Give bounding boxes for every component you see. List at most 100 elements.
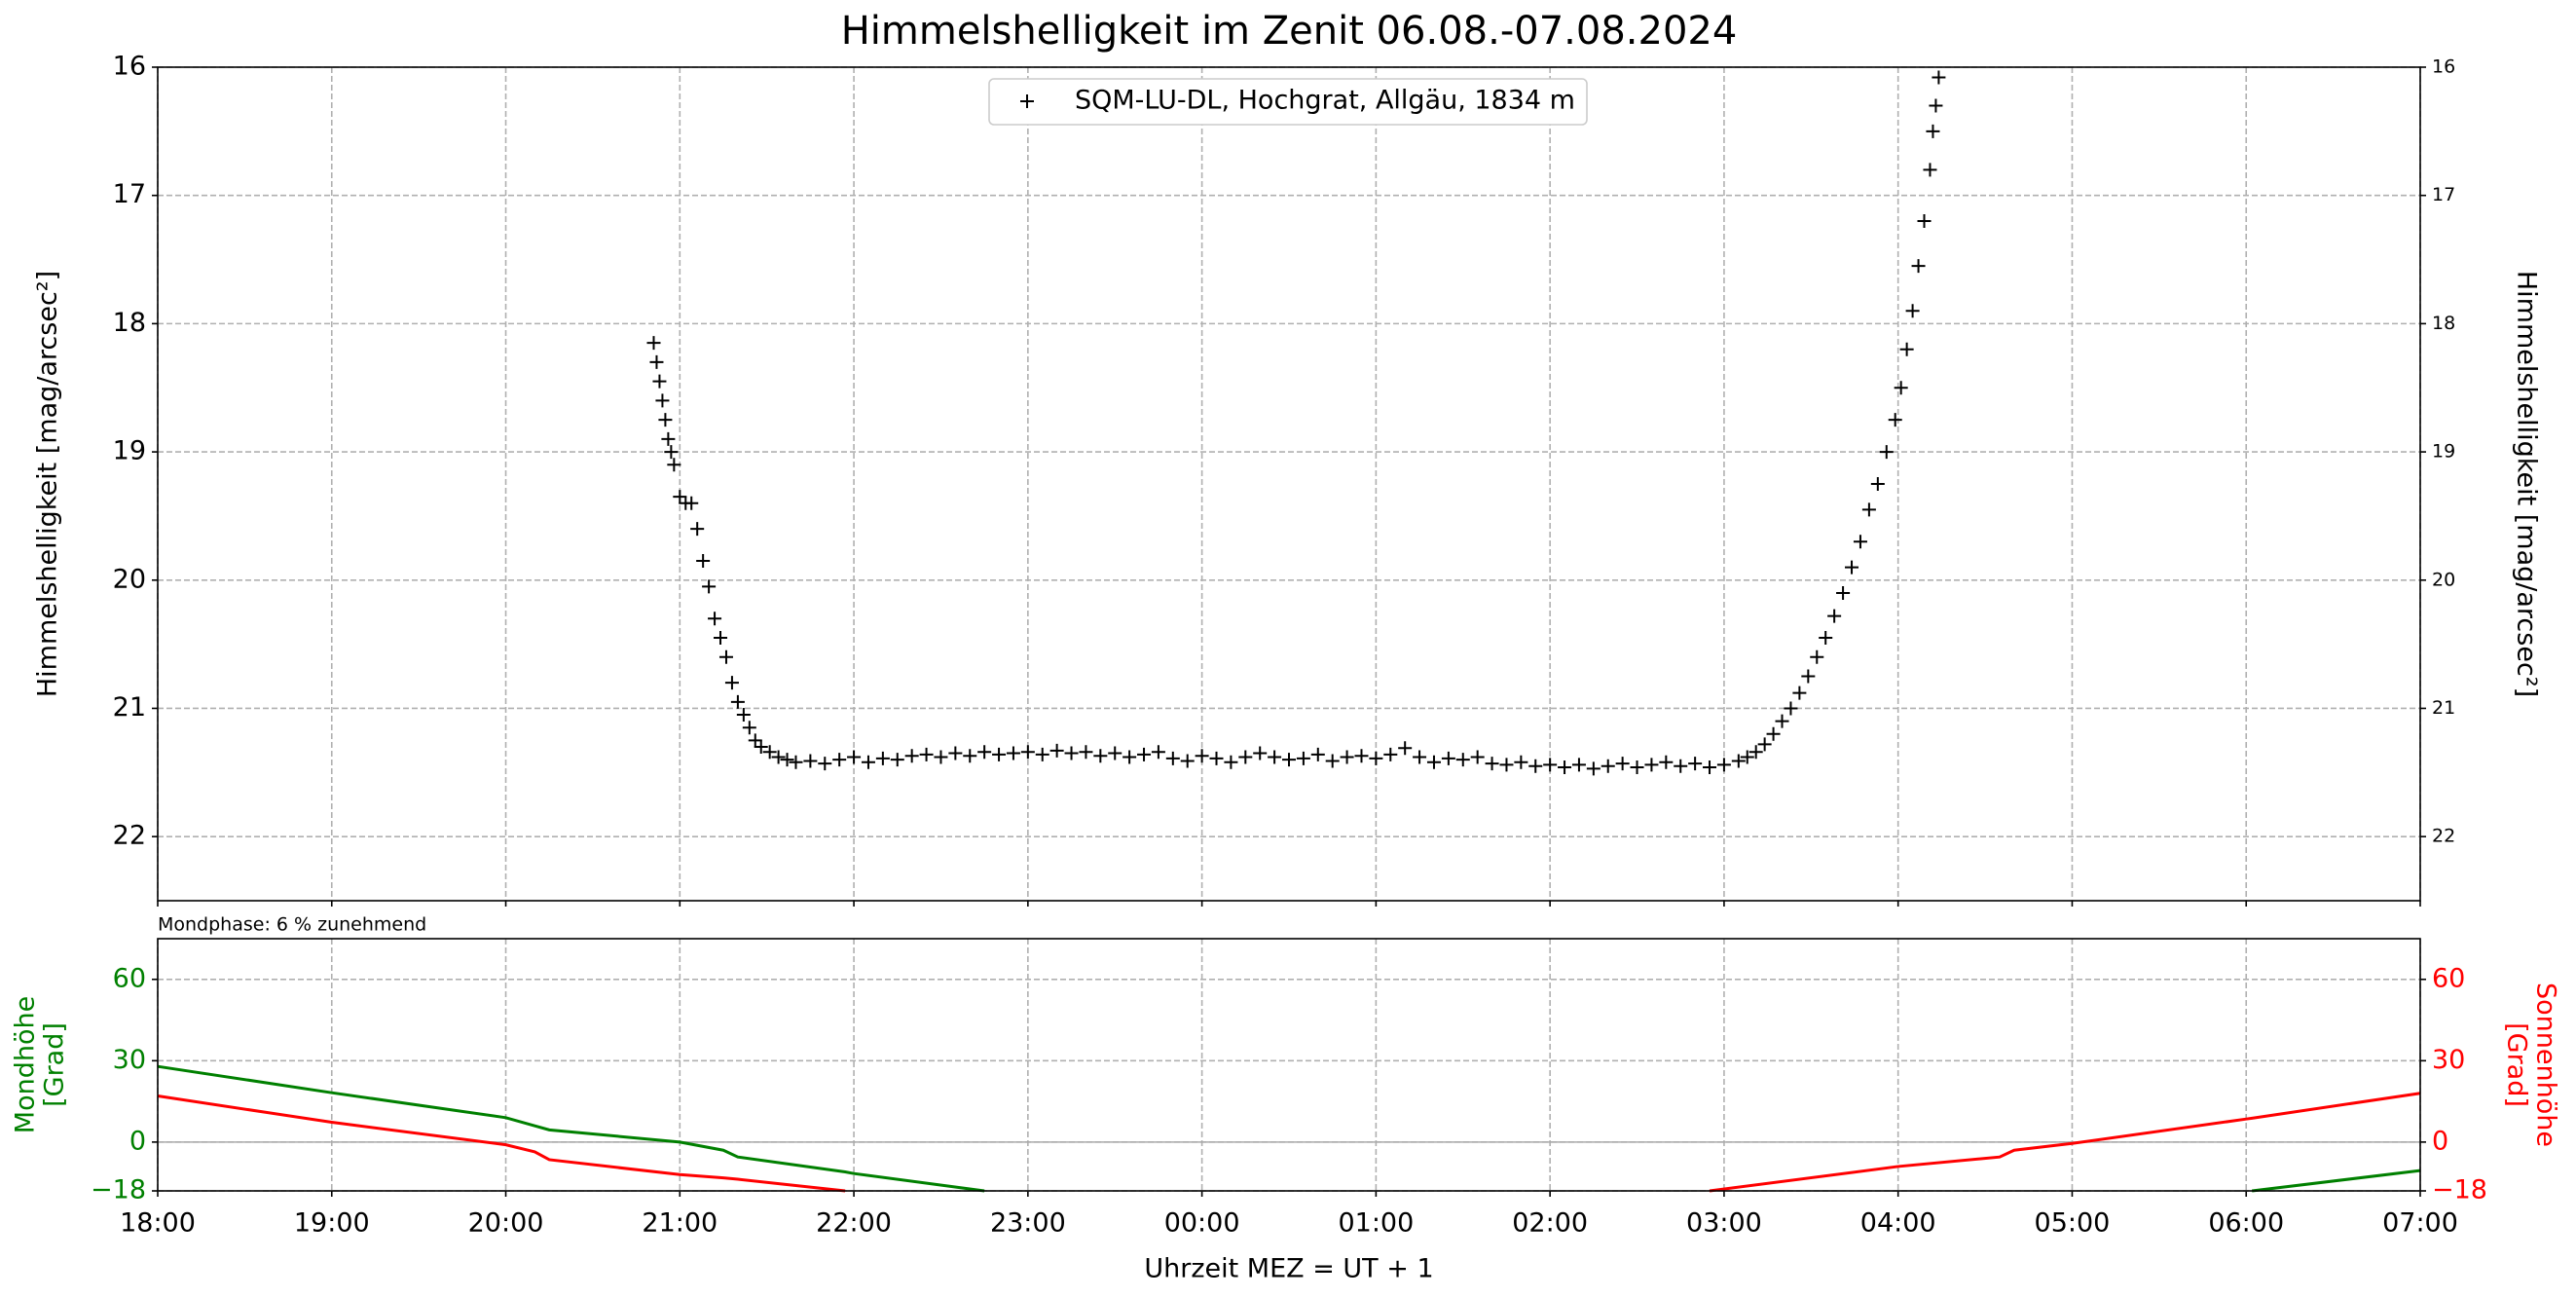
data-point (1926, 124, 1940, 138)
data-line (157, 1064, 2421, 1193)
data-point (1369, 751, 1383, 765)
y2-tick-label: 60 (2432, 963, 2465, 993)
data-point (664, 445, 679, 460)
x-tick-label: 03:00 (1686, 1208, 1762, 1239)
data-point (1238, 750, 1253, 764)
data-point (1703, 760, 1717, 775)
data-point (1586, 761, 1601, 776)
data-point (658, 413, 673, 427)
y-tick-label: −18 (91, 1175, 146, 1205)
data-point (789, 755, 803, 769)
data-point (1006, 746, 1020, 760)
y-tick-label: 17 (113, 179, 146, 209)
data-point (1137, 747, 1152, 761)
x-tick-label: 23:00 (990, 1208, 1066, 1239)
x-tick-label: 21:00 (642, 1208, 718, 1239)
data-point (1514, 755, 1528, 769)
legend-label: SQM-LU-DL, Hochgrat, Allgäu, 1834 m (1075, 86, 1575, 116)
data-point (1740, 750, 1754, 764)
data-point (661, 431, 676, 446)
x-tick-label: 07:00 (2382, 1208, 2458, 1239)
data-point (736, 708, 751, 723)
data-point (1836, 585, 1851, 600)
data-point (754, 739, 768, 754)
data-point (992, 747, 1007, 761)
data-point (667, 458, 681, 472)
data-point (1792, 686, 1807, 700)
data-point (861, 755, 875, 769)
data-point (742, 721, 756, 735)
data-point (847, 750, 862, 764)
data-point (708, 612, 722, 626)
data-point (1340, 750, 1354, 764)
y-tick-label: 30 (113, 1045, 146, 1075)
data-point (1282, 753, 1296, 767)
data-point (1894, 381, 1908, 395)
data-point (718, 649, 733, 664)
y2-tick-label: 21 (2432, 697, 2455, 719)
data-point (1398, 741, 1413, 756)
data-point (724, 676, 739, 690)
data-point (1659, 755, 1674, 769)
data-point (1426, 755, 1441, 769)
y2-tick-label: 0 (2432, 1126, 2448, 1156)
data-point (1845, 560, 1859, 575)
y2-axis-label: Sonnenhöhe (2531, 983, 2561, 1147)
data-point (730, 694, 745, 709)
y-tick-label: 20 (113, 564, 146, 594)
data-point (690, 522, 705, 537)
y-tick-label: 18 (113, 308, 146, 338)
x-tick-label: 02:00 (1512, 1208, 1588, 1239)
data-point (649, 354, 664, 369)
data-point (875, 751, 890, 765)
y-tick-label: 22 (113, 821, 146, 851)
data-point (1674, 759, 1688, 773)
data-point (673, 490, 687, 504)
data-point (1615, 757, 1630, 771)
data-point (1354, 749, 1369, 763)
data-point (1827, 609, 1842, 623)
data-point (1310, 747, 1325, 761)
data-point (1485, 757, 1499, 771)
data-point (1757, 737, 1772, 752)
data-point (963, 749, 977, 763)
data-point (1775, 714, 1789, 728)
data-point (1413, 750, 1427, 764)
data-point (1731, 754, 1746, 768)
data-point (1035, 747, 1049, 761)
data-point (1224, 755, 1238, 769)
data-point (1383, 747, 1398, 761)
y-tick-label: 19 (113, 436, 146, 466)
data-point (1108, 746, 1122, 760)
data-point (1819, 631, 1833, 646)
data-point (890, 753, 904, 767)
data-point (1917, 214, 1932, 229)
data-point (748, 733, 762, 748)
data-point (1470, 750, 1485, 764)
data-point (803, 754, 818, 768)
data-point (655, 393, 670, 408)
data-point (1253, 746, 1268, 760)
y-tick-label: 16 (113, 52, 146, 82)
plot-frame (157, 938, 2421, 1192)
y2-axis-label: Himmelshelligkeit [mag/arcsec²] (2512, 271, 2542, 697)
y-axis-label: Himmelshelligkeit [mag/arcsec²] (33, 271, 63, 697)
y-tick-label: 21 (113, 692, 146, 723)
y-axis-label: Mondhöhe (11, 996, 41, 1133)
data-point (1879, 445, 1894, 460)
x-tick-label: 19:00 (294, 1208, 370, 1239)
y2-tick-label: 18 (2432, 313, 2455, 334)
y2-tick-label: 17 (2432, 184, 2455, 205)
x-tick-label: 05:00 (2035, 1208, 2111, 1239)
annotation: Mondphase: 6 % zunehmend (158, 914, 426, 936)
data-point (771, 750, 786, 764)
data-point (977, 745, 992, 760)
data-point (1195, 749, 1209, 763)
x-tick-label: 04:00 (1860, 1208, 1936, 1239)
data-point (904, 749, 919, 763)
data-point (1932, 70, 1946, 85)
data-point (1766, 726, 1781, 741)
x-tick-label: 18:00 (120, 1208, 196, 1239)
y-axis-label: [Grad] (40, 1022, 70, 1107)
data-point (1122, 750, 1137, 764)
